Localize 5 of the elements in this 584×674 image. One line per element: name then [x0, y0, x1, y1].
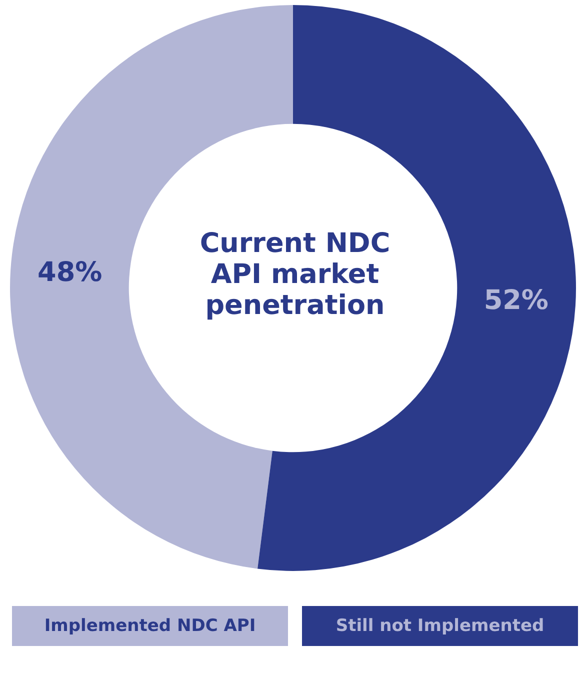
- slice-label: Implemented NDC API: [44, 616, 256, 636]
- text: Current NDC API market penetration: [198, 228, 392, 322]
- data-label: 48%: [38, 256, 102, 288]
- data-label: 52%: [484, 285, 548, 316]
- slice-label: Still not Implemented: [336, 616, 544, 636]
